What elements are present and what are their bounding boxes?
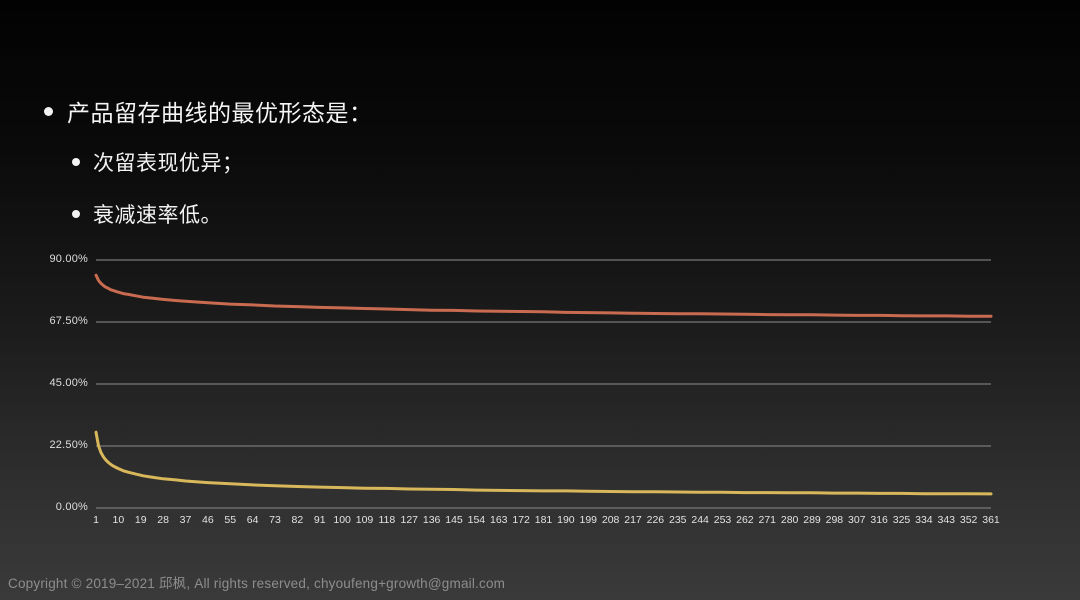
y-tick-label: 90.00% (49, 253, 88, 265)
x-tick-label: 91 (313, 514, 326, 526)
y-tick-label: 0.00% (55, 501, 88, 513)
x-tick-label: 10 (112, 514, 125, 526)
x-tick-label: 136 (422, 514, 441, 526)
x-tick-label: 262 (736, 514, 754, 526)
x-tick-label: 154 (467, 514, 486, 526)
x-tick-label: 271 (758, 514, 777, 526)
x-tick-label: 37 (179, 514, 192, 526)
x-tick-label: 1 (93, 514, 99, 526)
x-tick-label: 46 (202, 514, 214, 526)
x-tick-label: 316 (870, 514, 888, 526)
x-tick-label: 253 (713, 514, 732, 526)
x-tick-label: 325 (892, 514, 911, 526)
y-tick-label: 22.50% (49, 439, 88, 451)
bullet-item-sub-2: 衰减速率低。 (72, 199, 222, 229)
x-tick-label: 163 (489, 514, 508, 526)
retention-curve-upper (94, 273, 993, 318)
x-tick-label: 145 (445, 514, 463, 526)
y-tick-label: 45.00% (49, 377, 88, 389)
bullet-dot-icon (44, 106, 53, 116)
x-tick-label: 280 (780, 514, 799, 526)
x-tick-label: 19 (134, 514, 147, 526)
x-tick-label: 226 (646, 514, 665, 526)
x-tick-label: 28 (157, 514, 169, 526)
x-tick-label: 109 (355, 514, 374, 526)
x-tick-label: 244 (691, 514, 709, 526)
x-tick-label: 64 (246, 514, 259, 526)
x-tick-label: 82 (291, 514, 304, 526)
y-tick-label: 67.50% (49, 315, 88, 327)
x-tick-label: 100 (333, 514, 351, 526)
x-tick-label: 298 (825, 514, 844, 526)
x-tick-label: 307 (847, 514, 866, 526)
x-tick-label: 235 (668, 514, 687, 526)
chart-plot-area (94, 259, 993, 509)
bullet-item-main: 产品留存曲线的最优形态是： (44, 94, 373, 128)
x-tick-label: 343 (937, 514, 956, 526)
x-tick-label: 127 (400, 514, 419, 526)
x-tick-label: 118 (378, 514, 396, 526)
x-tick-label: 172 (512, 514, 530, 526)
bullet-dot-icon (72, 210, 80, 218)
x-tick-label: 352 (959, 514, 978, 526)
x-tick-label: 334 (915, 514, 933, 526)
x-tick-label: 208 (601, 514, 620, 526)
x-tick-label: 73 (269, 514, 281, 526)
bullet-item-sub-1: 次留表现优异； (72, 147, 244, 177)
x-tick-label: 181 (534, 514, 553, 526)
x-tick-label: 55 (224, 514, 237, 526)
bullet-dot-icon (72, 158, 80, 166)
bullet-item-sub-1-label: 次留表现优异； (93, 152, 244, 175)
copyright-text: Copyright © 2019–2021 邱枫, All rights res… (8, 576, 506, 591)
x-tick-label: 199 (579, 514, 598, 526)
x-tick-label: 217 (624, 514, 642, 526)
retention-curve-lower (94, 430, 993, 496)
x-tick-label: 289 (803, 514, 821, 526)
x-tick-label: 361 (982, 514, 1000, 526)
bullet-item-sub-2-label: 衰减速率低。 (93, 204, 222, 227)
bullet-item-main-label: 产品留存曲线的最优形态是： (67, 100, 373, 126)
x-tick-label: 190 (557, 514, 575, 526)
